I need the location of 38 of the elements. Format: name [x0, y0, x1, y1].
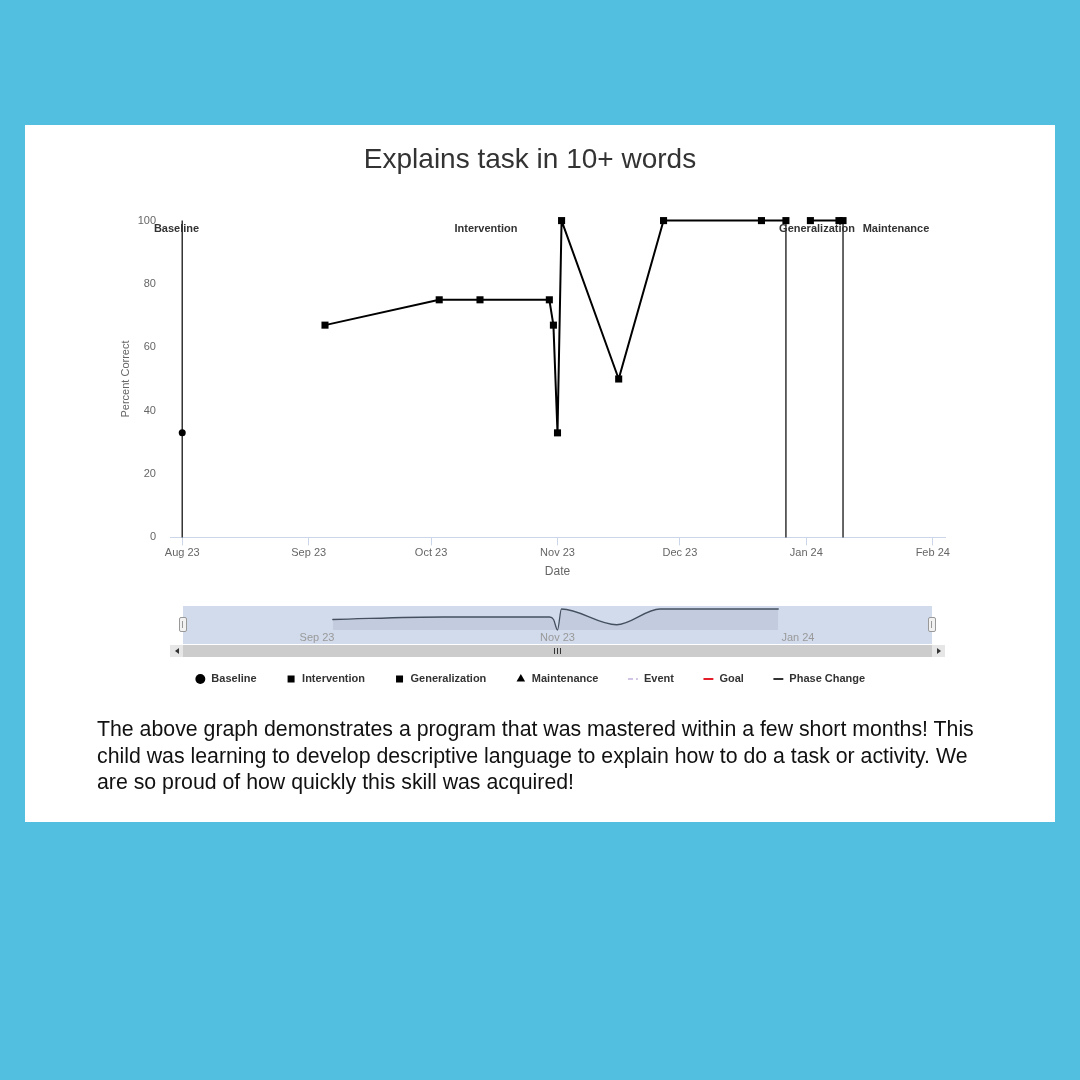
legend-label: Intervention [302, 672, 366, 685]
chart-title: Explains task in 10+ words [363, 142, 697, 174]
y-tick-label: 0 [149, 530, 156, 543]
x-tick-label: Aug 23 [164, 546, 200, 559]
x-tick-label: Sep 23 [299, 630, 335, 643]
point [553, 429, 562, 437]
x-tick-label: Nov 23 [540, 546, 575, 559]
x-tick-label: Dec 23 [662, 546, 698, 559]
y-tick-label: 80 [143, 276, 156, 289]
point [321, 321, 329, 329]
point [476, 296, 484, 304]
point [660, 217, 668, 225]
point [757, 217, 765, 225]
point [549, 321, 557, 329]
y-tick-label: 20 [143, 467, 156, 480]
x-axis-title: Date [544, 564, 571, 579]
point [545, 296, 553, 304]
annotation: Intervention [454, 222, 518, 235]
legend-label: Maintenance [531, 672, 599, 685]
y-tick-label: 40 [143, 403, 156, 416]
annotation: Maintenance [862, 222, 930, 235]
legend-label: Baseline [211, 672, 257, 685]
y-tick-label: 60 [143, 340, 156, 353]
point [615, 375, 623, 383]
x-tick-label: Oct 23 [414, 546, 448, 559]
x-tick-label: Nov 23 [540, 630, 575, 643]
legend-label: Generalization [410, 672, 487, 685]
x-tick-label: Feb 24 [915, 546, 950, 559]
point [435, 296, 443, 304]
legend-label: Phase Change [789, 672, 866, 685]
text: The above graph demonstrates a program that was mastered within a few short months! This child was learning to develop descriptive language to explain how to do a task or activity. We are so proud of how quickly this skill was acquired! [97, 716, 975, 796]
y-axis-title: Percent Correct [118, 340, 131, 418]
legend-label: Goal [719, 672, 744, 685]
x-tick-label: Sep 23 [291, 546, 327, 559]
x-tick-label: Jan 24 [789, 546, 823, 559]
point [558, 217, 566, 225]
legend-label: Event [643, 672, 675, 685]
x-tick-label: Jan 24 [781, 630, 815, 643]
